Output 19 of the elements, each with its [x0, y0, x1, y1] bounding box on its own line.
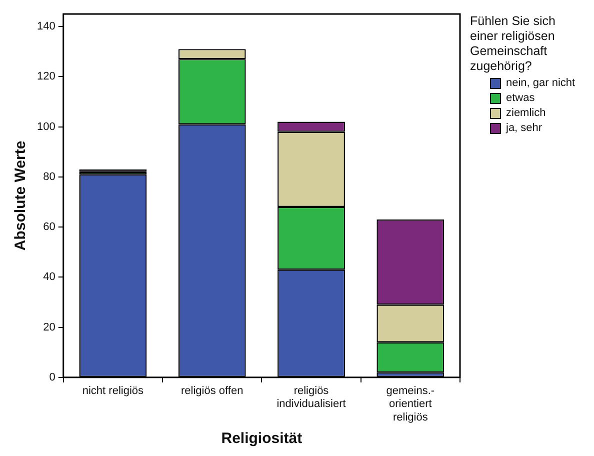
y-tick-label: 100 [36, 120, 56, 133]
legend-label: ja, sehr [506, 122, 542, 134]
y-tick-label: 0 [49, 371, 56, 384]
y-tick-label: 40 [43, 271, 56, 284]
y-axis-title: Absolute Werte [12, 140, 30, 251]
x-tick-label: religiös offen [181, 385, 244, 398]
y-tick-label: 80 [43, 170, 56, 183]
x-tick-label: religiös individualisiert [276, 385, 346, 410]
x-tick-label: nicht religiös [82, 385, 144, 398]
legend-label: ziemlich [506, 107, 546, 119]
x-axis-title: Religiosität [221, 430, 302, 448]
legend-label: etwas [506, 92, 535, 104]
legend-label: nein, gar nicht [506, 77, 576, 89]
y-tick-label: 140 [36, 20, 56, 33]
y-tick-label: 120 [36, 70, 56, 83]
legend-title: Fühlen Sie sich einer religiösen Gemeinschaft zugehörig? [470, 14, 556, 74]
x-tick-label: gemeins.-orientiert religiös [386, 385, 435, 424]
y-tick-label: 20 [43, 321, 56, 334]
y-tick-label: 60 [43, 221, 56, 234]
